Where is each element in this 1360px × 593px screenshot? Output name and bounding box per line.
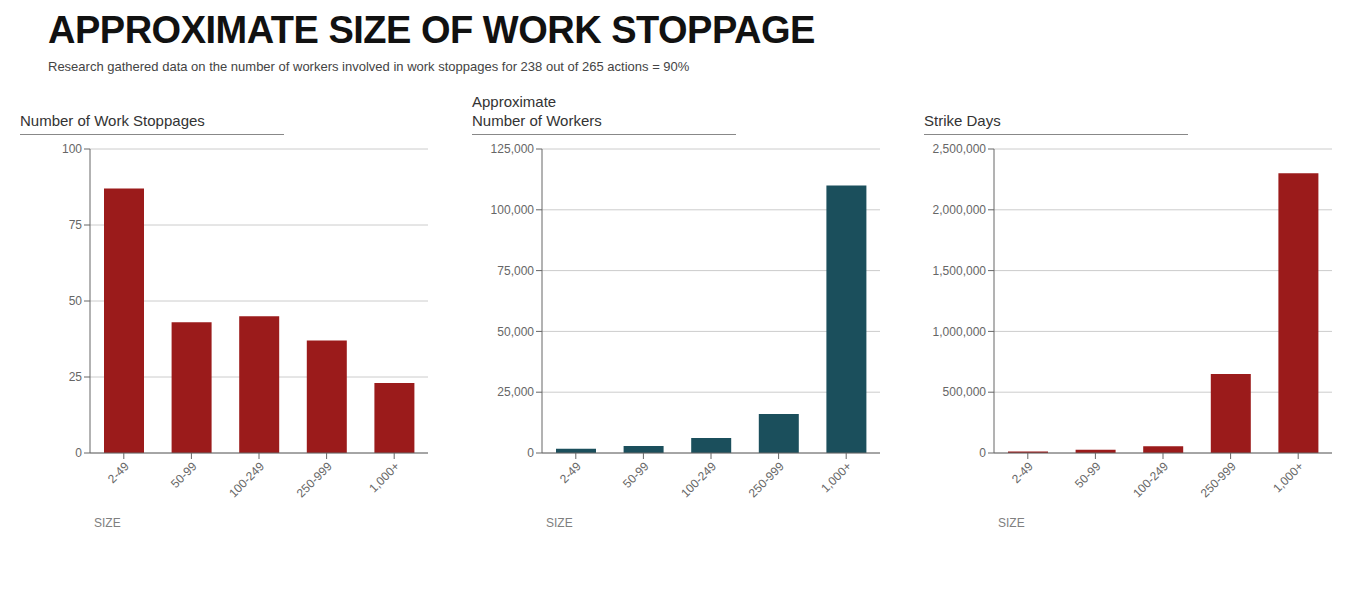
html-text:APPROXIMATE SIZE OF WORK STOPP: APPROXIMATE SIZE OF WORK STOPPAGE [48, 9, 815, 51]
svg-text:100,000: 100,000 [491, 203, 535, 217]
svg-text:50,000: 50,000 [497, 325, 534, 339]
svg-text:100: 100 [62, 142, 82, 156]
svg-text:SIZE: SIZE [94, 516, 121, 530]
svg-text:75,000: 75,000 [497, 264, 534, 278]
svg-text:500,000: 500,000 [943, 385, 987, 399]
html-text:Number of Work Stoppages: Number of Work Stoppages [20, 112, 205, 129]
html-text:Research gathered data on the: Research gathered data on the number of … [48, 59, 690, 74]
svg-text:125,000: 125,000 [491, 142, 535, 156]
svg-text:2-49: 2-49 [557, 459, 584, 486]
svg-text:50-99: 50-99 [168, 459, 200, 491]
svg-text:50-99: 50-99 [1072, 459, 1104, 491]
svg-text:100-249: 100-249 [226, 459, 267, 500]
svg-text:250-999: 250-999 [746, 459, 787, 500]
svg-text:1,000+: 1,000+ [366, 459, 402, 495]
svg-text:25,000: 25,000 [497, 385, 534, 399]
svg-text:2-49: 2-49 [1009, 459, 1036, 486]
svg-text:1,000+: 1,000+ [1270, 459, 1306, 495]
svg-text:2,000,000: 2,000,000 [933, 203, 987, 217]
svg-text:1,500,000: 1,500,000 [933, 264, 987, 278]
html-text:Number of Workers: Number of Workers [472, 112, 602, 129]
svg-text:0: 0 [979, 446, 986, 460]
html-text:Strike Days: Strike Days [924, 112, 1001, 129]
svg-text:75: 75 [69, 218, 83, 232]
svg-text:250-999: 250-999 [294, 459, 335, 500]
svg-text:100-249: 100-249 [1130, 459, 1171, 500]
svg-text:SIZE: SIZE [998, 516, 1025, 530]
svg-text:25: 25 [69, 370, 83, 384]
svg-text:50: 50 [69, 294, 83, 308]
svg-text:2-49: 2-49 [105, 459, 132, 486]
svg-text:250-999: 250-999 [1198, 459, 1239, 500]
svg-text:0: 0 [75, 446, 82, 460]
svg-text:50-99: 50-99 [620, 459, 652, 491]
svg-text:2,500,000: 2,500,000 [933, 142, 987, 156]
svg-text:SIZE: SIZE [546, 516, 573, 530]
svg-text:0: 0 [527, 446, 534, 460]
svg-text:1,000,000: 1,000,000 [933, 325, 987, 339]
svg-text:100-249: 100-249 [678, 459, 719, 500]
svg-text:1,000+: 1,000+ [818, 459, 854, 495]
html-text:Approximate: Approximate [472, 93, 557, 110]
